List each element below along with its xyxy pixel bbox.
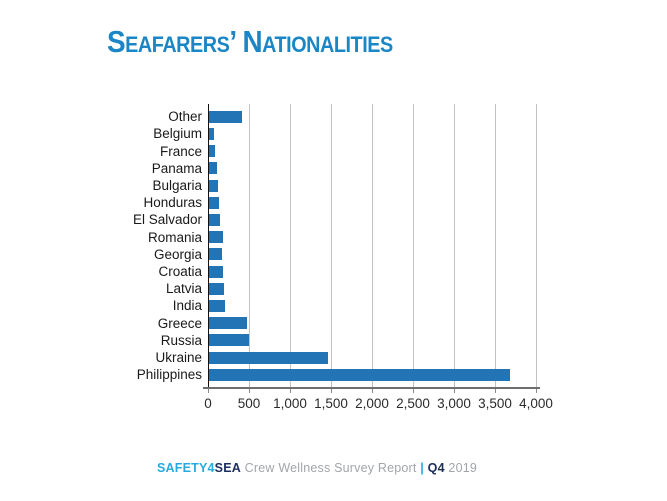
gridline [372, 104, 373, 387]
bar [209, 110, 242, 123]
bar [209, 317, 248, 330]
bar [209, 196, 219, 209]
brand-safety4: SAFETY4 [157, 461, 215, 475]
category-label: Philippines [136, 367, 202, 383]
bar [209, 162, 218, 175]
category-label: Ukraine [155, 350, 202, 365]
axis-tick [454, 389, 455, 393]
bar [209, 214, 220, 226]
bar [209, 231, 223, 244]
bar [209, 128, 214, 140]
bar [209, 248, 223, 261]
axis-tick [331, 389, 332, 393]
axis-tick [536, 389, 537, 393]
gridline [249, 104, 250, 387]
gridline [413, 104, 414, 387]
gridline [290, 104, 291, 387]
x-tick-label: 1,000 [273, 396, 307, 411]
bar [209, 351, 328, 364]
category-label: Greece [157, 315, 202, 331]
x-tick-label: 2,000 [355, 396, 389, 411]
axis-tick [413, 389, 414, 393]
chart-title: Seafarers’ Nationalities [107, 24, 393, 59]
x-tick-label: 2,500 [396, 396, 430, 411]
footer: SAFETY4SEA Crew Wellness Survey Report |… [157, 461, 477, 475]
footer-year: 2019 [448, 461, 478, 475]
bar [209, 334, 250, 347]
category-label: Panama [151, 160, 202, 176]
category-label: Romania [147, 229, 202, 245]
axis-tick [249, 389, 250, 393]
category-label: France [159, 143, 202, 159]
bar [209, 300, 225, 312]
footer-separator: | [420, 461, 424, 475]
bar [209, 145, 215, 158]
category-label: El Salvador [132, 212, 202, 228]
x-tick-label: 3,000 [437, 396, 471, 411]
category-label: Other [168, 109, 202, 125]
axis-tick [290, 389, 291, 393]
footer-quarter: Q4 [427, 461, 445, 475]
category-label: Belgium [153, 126, 202, 142]
bar [209, 179, 219, 192]
x-tick-label: 0 [204, 396, 212, 411]
footer-report-text: Crew Wellness Survey Report [244, 461, 417, 475]
category-label: Latvia [165, 281, 202, 297]
x-tick-label: 4,000 [519, 396, 553, 411]
category-label: Russia [160, 332, 202, 348]
category-label: India [172, 298, 202, 314]
brand-sea: SEA [214, 461, 241, 475]
axis-tick [495, 389, 496, 393]
axis-tick [372, 389, 373, 393]
gridline [454, 104, 455, 387]
x-tick-label: 3,500 [478, 396, 512, 411]
x-tick-label: 500 [237, 396, 261, 411]
gridline [495, 104, 496, 387]
y-axis-line [208, 104, 209, 389]
axis-tick [208, 389, 209, 393]
bar [209, 368, 510, 381]
gridline [331, 104, 332, 387]
bar [209, 265, 223, 278]
category-label: Georgia [153, 246, 202, 262]
x-axis-line [203, 387, 540, 389]
category-label: Croatia [158, 264, 202, 279]
category-label: Honduras [143, 195, 202, 211]
category-label: Bulgaria [152, 178, 202, 193]
bar [209, 282, 224, 295]
x-tick-label: 1,500 [314, 396, 348, 411]
gridline [536, 104, 537, 387]
